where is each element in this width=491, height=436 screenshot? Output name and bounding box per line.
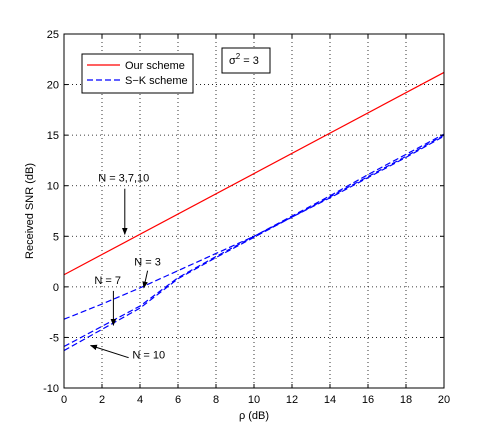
legend-layer: Our scheme S−K scheme <box>81 53 194 94</box>
x-tick-label-12: 12 <box>286 394 298 406</box>
annotation-n-10-text: N = 10 <box>132 350 165 362</box>
x-tick-label-0: 0 <box>61 394 67 406</box>
y-tick-label-10: 10 <box>47 181 59 193</box>
y-tick-label-25: 25 <box>47 29 59 41</box>
sigma-superscript: 2 <box>236 52 241 61</box>
axes-layer: 0 2 4 6 8 10 12 14 16 18 20 -10 -5 0 5 10 15 20 25 ρ (dB) Re… <box>24 29 450 422</box>
x-tick-label-6: 6 <box>175 394 181 406</box>
x-tick-label-20: 20 <box>438 394 450 406</box>
x-tick-label-14: 14 <box>324 394 336 406</box>
y-tick-label--5: -5 <box>49 332 59 344</box>
x-tick-label-18: 18 <box>400 394 412 406</box>
legend-label-0: Our scheme <box>125 60 185 72</box>
annotation-layer: N = 3,7,10 N = 3 N = 7 N = 10 <box>89 173 165 362</box>
series-layer <box>63 71 445 352</box>
y-tick-label--10: -10 <box>43 383 59 395</box>
sigma-box <box>221 47 271 74</box>
x-tick-label-2: 2 <box>99 394 105 406</box>
annotation-n-3-7-10-text: N = 3,7,10 <box>98 173 149 185</box>
legend-box <box>81 53 194 94</box>
annotation-n-3-text: N = 3 <box>134 257 161 269</box>
x-tick-label-4: 4 <box>137 394 143 406</box>
series-line-our-scheme-0 <box>63 71 445 276</box>
sigma-layer: σ2 = 3 <box>221 47 271 74</box>
y-tick-label-15: 15 <box>47 130 59 142</box>
series-line-n-10-3 <box>63 134 445 352</box>
sigma-value: = 3 <box>240 55 259 67</box>
y-tick-label-20: 20 <box>47 80 59 92</box>
x-tick-label-16: 16 <box>362 394 374 406</box>
series-line-n-7-2 <box>63 133 445 348</box>
y-tick-label-5: 5 <box>53 231 59 243</box>
sigma-squared-label: σ2 = 3 <box>229 52 259 67</box>
sigma-symbol: σ <box>229 55 236 67</box>
x-tick-label-8: 8 <box>213 394 219 406</box>
annotation-n-3-arrow <box>142 270 149 289</box>
annotation-n-10-arrow <box>89 344 129 359</box>
legend-label-1: S−K scheme <box>125 75 188 87</box>
y-tick-label-0: 0 <box>53 282 59 294</box>
annotation-n-7-text: N = 7 <box>94 275 121 287</box>
x-tick-label-10: 10 <box>248 394 260 406</box>
x-axis-label: ρ (dB) <box>239 410 269 422</box>
y-axis-label: Received SNR (dB) <box>24 163 36 259</box>
